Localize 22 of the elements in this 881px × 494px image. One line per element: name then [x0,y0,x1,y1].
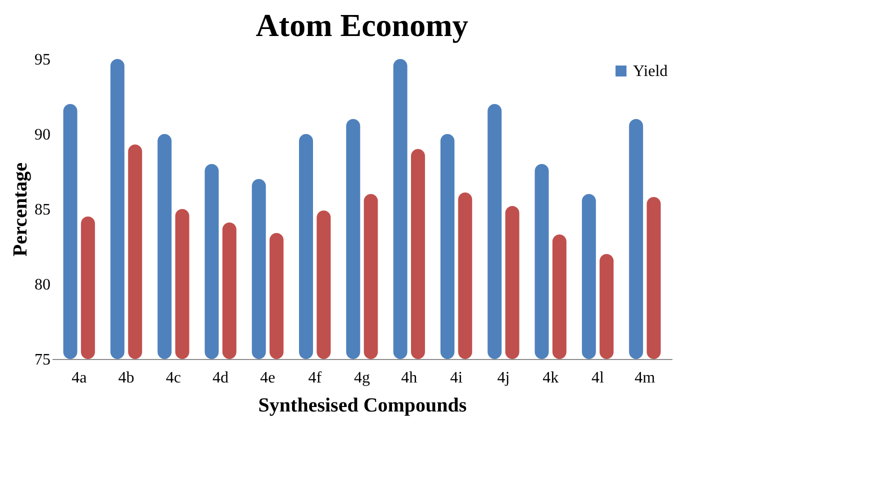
x-tick-label: 4g [354,370,370,386]
x-tick-label: 4c [166,370,181,386]
y-tick-label: 85 [34,202,50,218]
y-tick-label: 95 [34,52,50,68]
x-tick-label: 4e [260,370,276,386]
x-axis-title: Synthesised Compounds [258,394,467,416]
x-tick-label: 4l [592,370,605,386]
y-tick-label: 80 [34,276,50,294]
x-tick-label: 4k [542,370,559,386]
y-axis-title: Percentage [10,162,32,257]
y-tick-label: 75 [34,352,50,368]
x-tick-label: 4m [634,370,656,386]
x-tick-label: 4i [450,370,464,386]
x-tick-label: 4j [497,370,510,386]
legend-label: Yield [633,63,668,80]
chart-title: Atom Economy [256,7,468,43]
x-tick-label: 4h [401,370,418,386]
x-tick-label: 4d [212,370,229,386]
x-tick-label: 4f [308,370,322,386]
x-tick-label: 4a [72,370,87,386]
x-tick-label: 4b [118,370,134,386]
y-tick-label: 90 [34,126,50,144]
